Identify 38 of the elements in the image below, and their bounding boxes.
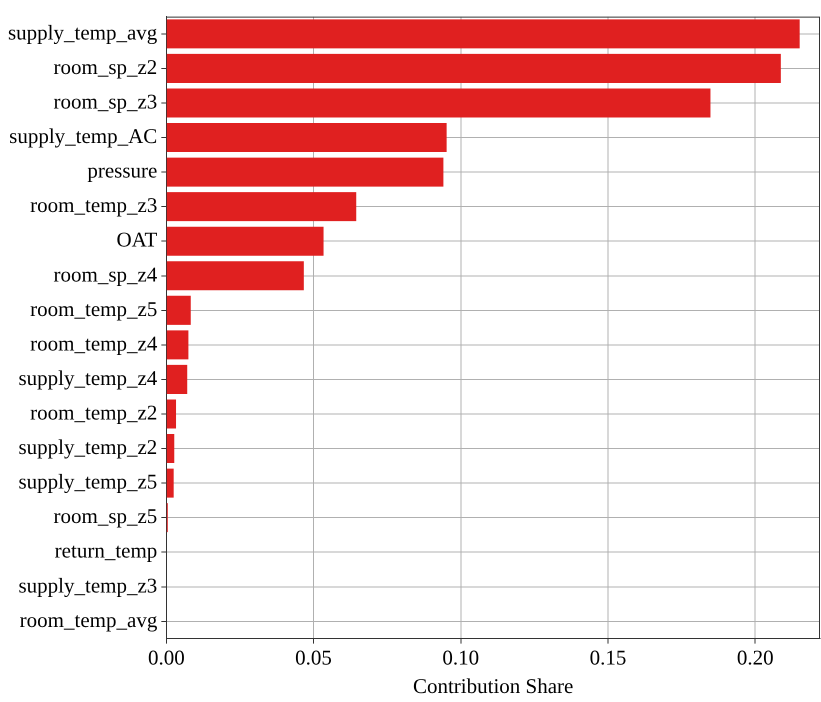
- y-tick-label: room_sp_z4: [53, 262, 158, 286]
- bar: [166, 296, 191, 325]
- x-tick-label: 0.10: [442, 646, 480, 670]
- y-tick-label: pressure: [87, 158, 158, 183]
- x-axis-title: Contribution Share: [412, 674, 574, 698]
- y-tick-label: supply_temp_z4: [18, 366, 158, 390]
- y-tick-label: room_temp_z2: [30, 400, 158, 425]
- y-tick-label: OAT: [116, 228, 158, 252]
- y-tick-label: supply_temp_z3: [18, 573, 158, 598]
- y-tick-label: room_temp_z3: [30, 193, 158, 218]
- bar: [166, 192, 356, 222]
- bar: [166, 468, 174, 498]
- bar: [166, 54, 781, 83]
- bar: [166, 226, 324, 256]
- bar: [166, 434, 174, 464]
- y-tick-label: room_sp_z3: [53, 90, 158, 114]
- x-tick-label: 0.20: [736, 646, 774, 670]
- y-tick-label: room_sp_z2: [53, 54, 158, 79]
- y-tick-label: room_temp_z4: [30, 331, 158, 356]
- x-tick-label: 0.15: [590, 646, 626, 670]
- bar: [166, 399, 176, 428]
- y-tick-label: supply_temp_z2: [18, 435, 158, 460]
- y-tick-label: room_temp_avg: [20, 608, 158, 632]
- x-tick-label: 0.00: [148, 646, 185, 670]
- x-tick-label: 0.05: [295, 646, 332, 670]
- bar: [166, 261, 304, 290]
- y-tick-label: room_sp_z5: [53, 504, 158, 528]
- bar: [166, 88, 710, 118]
- y-tick-label: return_temp: [54, 538, 158, 563]
- bar: [166, 123, 447, 152]
- bar: [166, 364, 188, 394]
- y-tick-label: supply_temp_avg: [8, 20, 158, 44]
- bar: [166, 158, 444, 187]
- y-tick-label: room_temp_z5: [30, 296, 158, 321]
- y-tick-label: supply_temp_z5: [18, 470, 158, 494]
- y-tick-label: supply_temp_AC: [9, 124, 158, 148]
- bar: [166, 330, 188, 360]
- bar: [166, 19, 800, 48]
